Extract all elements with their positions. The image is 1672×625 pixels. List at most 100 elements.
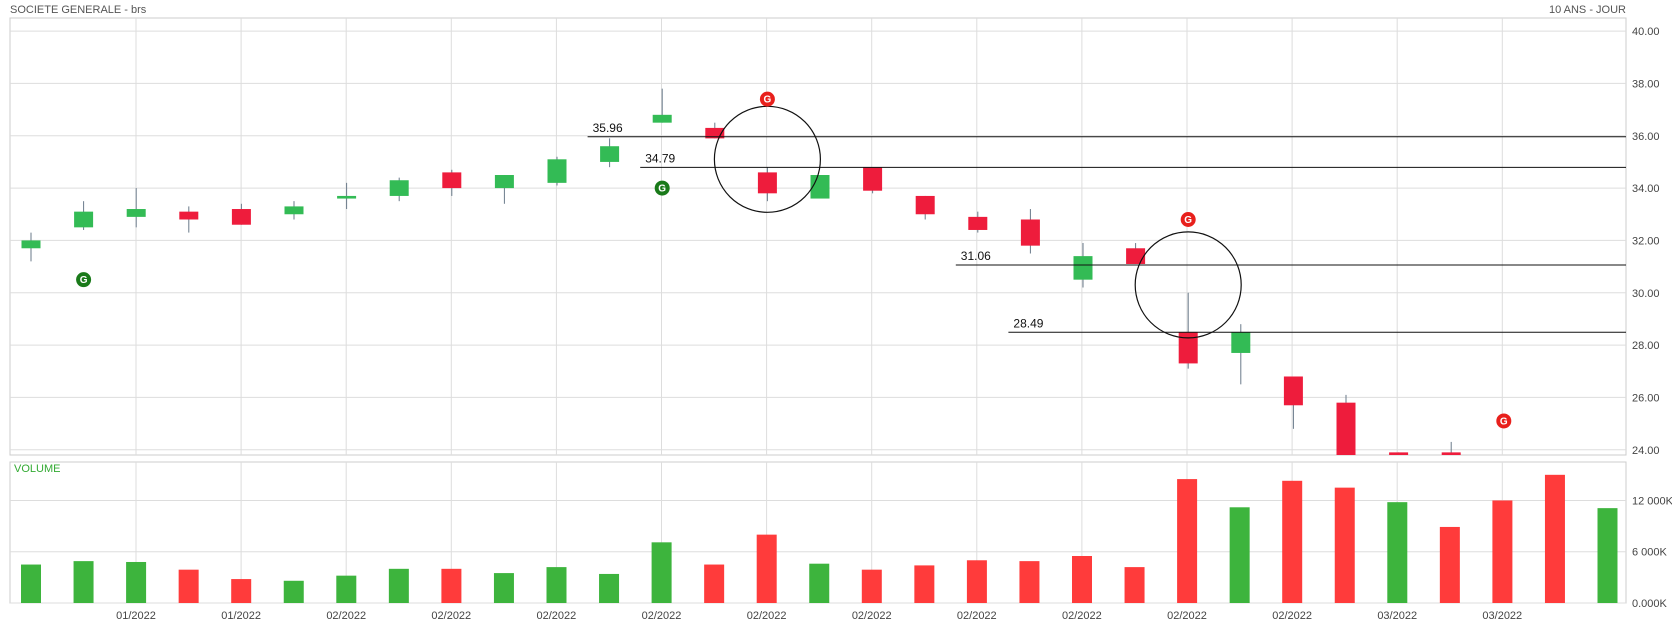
candle-body <box>1231 332 1251 353</box>
candle-body <box>652 114 672 123</box>
x-tick-label: 02/2022 <box>431 610 471 622</box>
signal-letter: G <box>658 184 666 195</box>
volume-bars <box>21 474 1618 603</box>
level-lines: 35.96 34.79 31.06 28.49 <box>587 121 1626 333</box>
candle-body <box>442 172 462 189</box>
chart-period: 10 ANS - JOUR <box>1549 4 1626 16</box>
y-tick-label: 32.00 <box>1632 235 1660 247</box>
volume-bar <box>1177 479 1198 603</box>
x-tick-label: 02/2022 <box>852 610 892 622</box>
level-label: 31.06 <box>961 249 991 263</box>
candle-body <box>1020 219 1040 246</box>
candle-body <box>863 167 883 191</box>
volume-bar <box>231 579 252 603</box>
candle-body <box>757 172 777 194</box>
y-tick-label: 26.00 <box>1632 392 1660 404</box>
candle-body <box>126 209 146 217</box>
volume-bar <box>599 573 620 603</box>
volume-bar <box>336 575 357 603</box>
axis-labels: 01/2022 01/2022 02/2022 02/2022 02/2022 02/20… <box>116 26 1672 622</box>
x-tick-label: 02/2022 <box>957 610 997 622</box>
y-tick-label: 36.00 <box>1632 131 1660 143</box>
candle-body <box>1126 248 1146 264</box>
y-tick-label: 30.00 <box>1632 288 1660 300</box>
x-tick-label: 02/2022 <box>537 610 577 622</box>
level-label: 35.96 <box>593 121 623 135</box>
volume-bar <box>651 542 672 603</box>
volume-bar <box>388 568 409 603</box>
volume-bar <box>1072 556 1092 603</box>
volume-bar <box>178 569 199 603</box>
y-tick-label: 24.00 <box>1632 445 1660 457</box>
candle-body <box>968 216 988 230</box>
volume-bar <box>1282 480 1303 603</box>
volume-bar <box>1439 526 1460 603</box>
x-tick-label: 02/2022 <box>642 610 682 622</box>
candle-body <box>494 175 514 189</box>
candle-body <box>810 175 830 199</box>
candle-body <box>1178 332 1198 364</box>
volume-bar <box>1492 500 1513 603</box>
signal-letter: G <box>80 275 88 286</box>
annotation-circle <box>1134 231 1242 339</box>
x-tick-label: 02/2022 <box>1167 610 1207 622</box>
signal-marker <box>76 272 92 288</box>
volume-title: VOLUME <box>14 463 60 475</box>
candle-body <box>547 159 567 183</box>
x-tick-label: 01/2022 <box>116 610 156 622</box>
volume-bar <box>914 565 935 603</box>
candle-body <box>389 180 409 196</box>
signal-markers: G G G G G <box>76 91 1512 429</box>
volume-bar <box>73 561 94 603</box>
candle-body <box>179 211 199 220</box>
volume-bar <box>1597 508 1618 603</box>
signal-marker <box>1496 413 1512 429</box>
candle-body <box>1073 256 1093 280</box>
level-label: 34.79 <box>645 151 675 165</box>
candle-body <box>705 127 725 139</box>
level-label: 28.49 <box>1013 316 1043 330</box>
volume-bar <box>966 560 987 603</box>
x-tick-label: 03/2022 <box>1482 610 1522 622</box>
candle-body <box>1336 402 1356 455</box>
x-tick-label: 02/2022 <box>1062 610 1102 622</box>
volume-bar <box>126 561 147 603</box>
signal-marker <box>654 180 670 196</box>
volume-bar <box>756 534 777 603</box>
volume-tick-label: 6 000K <box>1632 547 1668 559</box>
candle-body <box>337 195 357 199</box>
candle-body <box>1441 452 1461 455</box>
volume-bar <box>1229 507 1250 603</box>
volume-bar <box>441 568 462 603</box>
signal-letter: G <box>1500 416 1508 427</box>
volume-bar <box>1334 487 1355 603</box>
x-tick-label: 02/2022 <box>747 610 787 622</box>
grid <box>9 17 1627 604</box>
price-panel-frame <box>9 17 1627 456</box>
chart-title: SOCIETE GENERALE - brs <box>10 4 147 16</box>
volume-bar <box>1124 567 1145 603</box>
x-tick-label: 01/2022 <box>221 610 261 622</box>
y-tick-label: 40.00 <box>1632 26 1660 38</box>
y-tick-label: 28.00 <box>1632 340 1660 352</box>
signal-marker <box>759 91 775 107</box>
candle-body <box>21 240 41 249</box>
volume-bar <box>861 569 882 603</box>
candles <box>21 88 1461 455</box>
candle-body <box>231 209 251 225</box>
volume-tick-label: 0.000K <box>1632 598 1668 610</box>
x-tick-label: 02/2022 <box>326 610 366 622</box>
candle-body <box>600 146 620 162</box>
x-tick-label: 03/2022 <box>1377 610 1417 622</box>
signal-marker <box>1180 211 1196 227</box>
volume-tick-label: 12 000K <box>1632 495 1672 507</box>
candle-body <box>915 195 935 215</box>
volume-bar <box>283 580 304 603</box>
candle-body <box>74 211 94 228</box>
volume-bar <box>809 563 830 603</box>
volume-bar <box>1019 561 1040 603</box>
candle-body <box>284 206 304 215</box>
volume-bar <box>1544 474 1565 603</box>
volume-bar <box>493 573 514 603</box>
